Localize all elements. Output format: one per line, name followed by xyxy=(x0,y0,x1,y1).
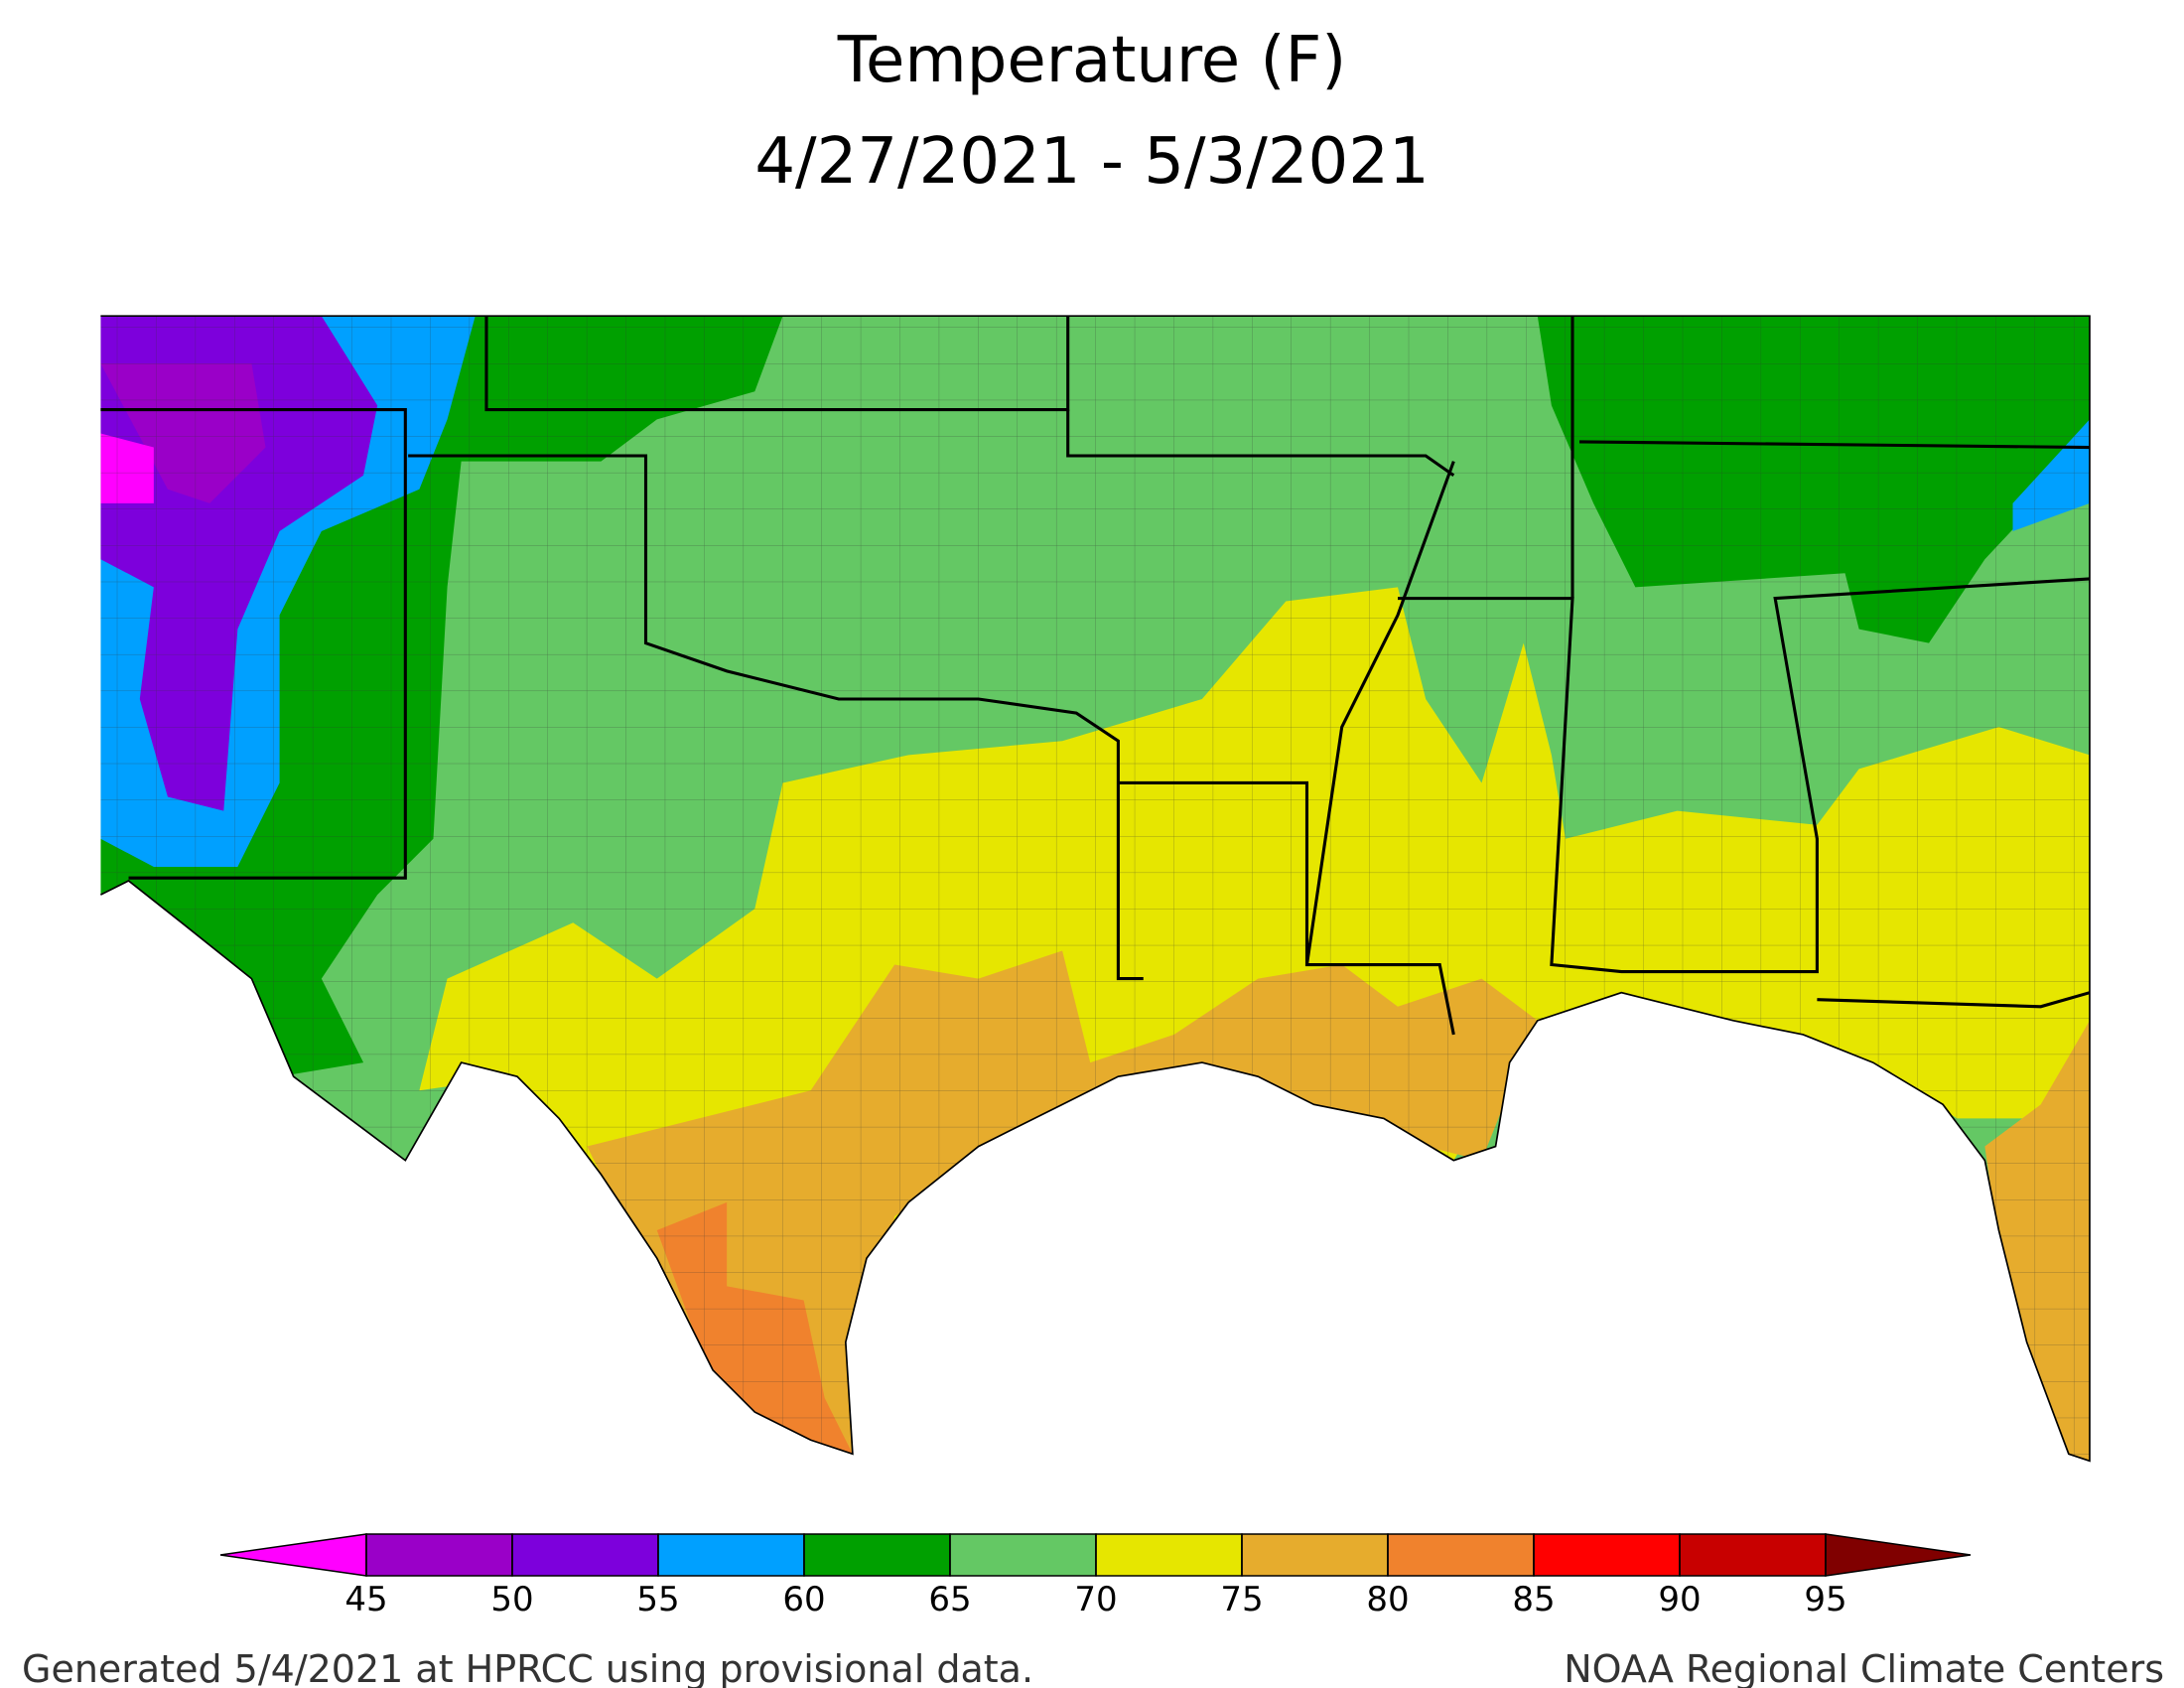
colorbar-segment xyxy=(1533,1533,1681,1577)
tick-label: 50 xyxy=(490,1580,533,1619)
colorbar-low-arrow xyxy=(219,1533,367,1577)
subtitle: 4/27/2021 - 5/3/2021 xyxy=(754,125,1429,199)
colorbar: 45 50 55 60 65 70 75 80 85 90 95 xyxy=(219,1533,1972,1619)
tick-label: 60 xyxy=(782,1580,825,1619)
state-borders xyxy=(99,315,2091,1463)
county-lines xyxy=(100,316,2090,1462)
colorbar-segment xyxy=(803,1533,951,1577)
colorbar-segment xyxy=(511,1533,659,1577)
footer-right: NOAA Regional Climate Centers xyxy=(1564,1647,2164,1688)
colorbar-segment xyxy=(365,1533,513,1577)
tick-label: 70 xyxy=(1074,1580,1117,1619)
tick-label: 95 xyxy=(1804,1580,1846,1619)
tick-label: 80 xyxy=(1366,1580,1409,1619)
map xyxy=(99,315,2091,1463)
colorbar-segment xyxy=(657,1533,805,1577)
tick-label: 90 xyxy=(1658,1580,1701,1619)
tick-label: 65 xyxy=(928,1580,971,1619)
colorbar-segment xyxy=(1241,1533,1389,1577)
colorbar-segment xyxy=(1095,1533,1243,1577)
title: Temperature (F) xyxy=(837,24,1347,97)
tick-label: 85 xyxy=(1512,1580,1555,1619)
tick-label: 55 xyxy=(636,1580,679,1619)
footer-left: Generated 5/4/2021 at HPRCC using provis… xyxy=(22,1647,1033,1688)
colorbar-high-arrow xyxy=(1825,1533,1972,1577)
colorbar-segment xyxy=(1387,1533,1535,1577)
colorbar-segment xyxy=(1679,1533,1827,1577)
tick-label: 75 xyxy=(1220,1580,1263,1619)
colorbar-segment xyxy=(949,1533,1097,1577)
tick-label: 45 xyxy=(344,1580,387,1619)
temperature-field xyxy=(100,316,2090,1462)
